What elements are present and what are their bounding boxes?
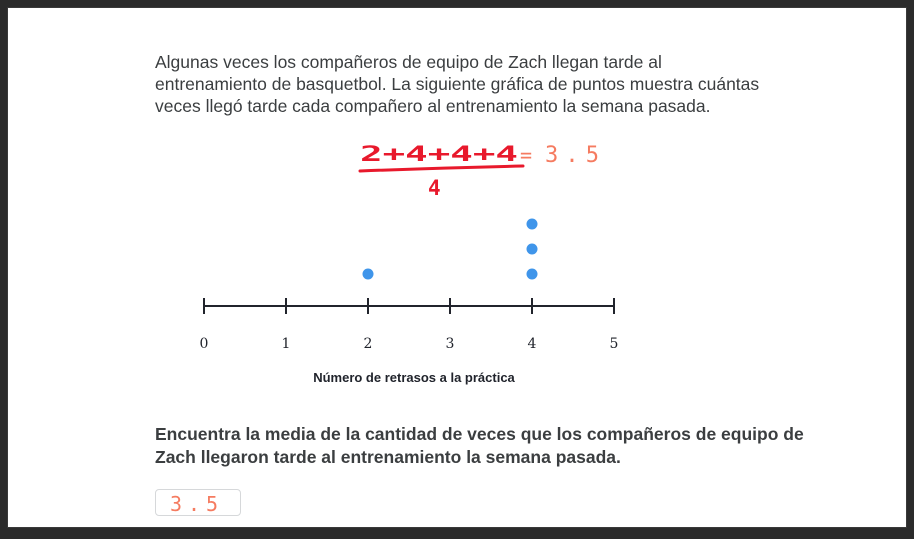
data-dot-x4-1 (526, 268, 538, 280)
exercise-panel: Algunas veces los compañeros de equipo d… (7, 7, 907, 528)
tick-labels: 0 1 2 3 4 5 (200, 336, 619, 352)
data-dot-x4-2 (526, 243, 538, 255)
answer-handwriting: 3.5 (170, 492, 218, 516)
number-line (203, 298, 615, 314)
tick-label-5: 5 (610, 336, 619, 352)
denominator-text: 4 (428, 176, 441, 200)
numerator-text: 2+4+4+4 (360, 142, 518, 166)
data-dot-x2-1 (362, 268, 374, 280)
tick-label-0: 0 (200, 336, 209, 352)
tick-label-2: 2 (364, 336, 373, 352)
data-dot-x4-3 (526, 218, 538, 230)
equals-sign: = (520, 143, 532, 167)
tick-label-1: 1 (282, 336, 291, 352)
tick-label-4: 4 (528, 336, 537, 352)
handwritten-numerator: 2+4+4+4 (360, 142, 518, 166)
x-axis-label: Número de retrasos a la práctica (313, 370, 515, 385)
problem-intro: Algunas veces los compañeros de equipo d… (155, 52, 760, 116)
answer-value: 3.5 (170, 492, 218, 516)
dot-plot: 0 1 2 3 4 5 (200, 218, 619, 352)
tick-label-3: 3 (446, 336, 455, 352)
data-dots (362, 218, 538, 280)
scratchpad-work: 2+4+4+4 4 = 3.5 (358, 142, 599, 200)
fraction-bar (358, 164, 525, 173)
handwritten-result: 3.5 (545, 143, 599, 168)
question-text: Encuentra la media de la cantidad de vec… (155, 424, 804, 467)
answer-input[interactable]: 3.5 (155, 489, 241, 516)
